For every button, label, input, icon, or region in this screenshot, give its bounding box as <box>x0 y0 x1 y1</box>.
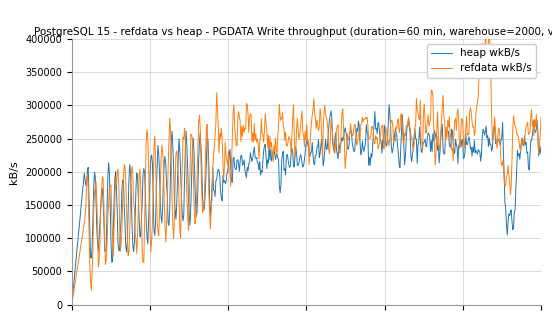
refdata wkB/s <box>422 118 428 122</box>
refdata wkB/s <box>538 115 544 119</box>
refdata wkB/s <box>486 27 492 31</box>
heap wkB/s <box>189 148 196 152</box>
refdata wkB/s <box>151 134 158 138</box>
refdata wkB/s <box>281 126 288 130</box>
refdata wkB/s <box>382 131 389 135</box>
Line: heap wkB/s: heap wkB/s <box>72 105 541 302</box>
Y-axis label: kB/s: kB/s <box>9 160 19 183</box>
heap wkB/s <box>68 300 75 304</box>
heap wkB/s <box>151 234 158 237</box>
heap wkB/s <box>345 147 352 151</box>
heap wkB/s <box>281 168 288 172</box>
heap wkB/s <box>538 144 544 148</box>
Text: PostgreSQL 15 - refdata vs heap - PGDATA Write throughput (duration=60 min, ware: PostgreSQL 15 - refdata vs heap - PGDATA… <box>34 27 552 37</box>
Legend: heap wkB/s, refdata wkB/s: heap wkB/s, refdata wkB/s <box>427 44 536 78</box>
Line: refdata wkB/s: refdata wkB/s <box>72 29 541 303</box>
heap wkB/s <box>422 144 429 148</box>
refdata wkB/s <box>68 301 75 305</box>
refdata wkB/s <box>345 138 352 142</box>
heap wkB/s <box>382 132 389 136</box>
heap wkB/s <box>386 103 392 107</box>
refdata wkB/s <box>189 137 196 141</box>
